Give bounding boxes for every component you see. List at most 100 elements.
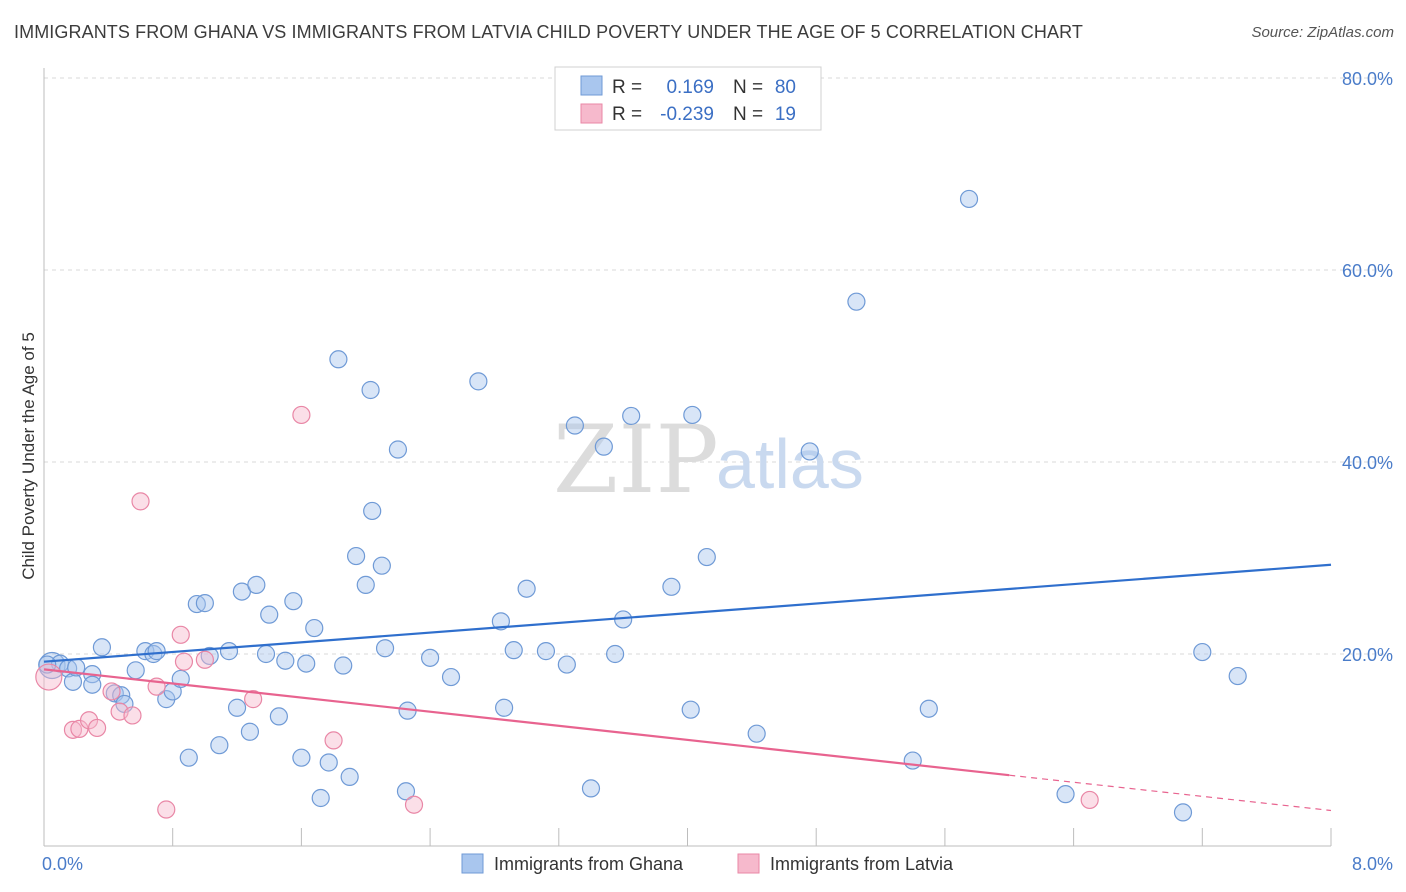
ghana-point (346, 546, 366, 566)
chart-title: IMMIGRANTS FROM GHANA VS IMMIGRANTS FROM… (14, 22, 1083, 42)
latvia-trend-line (43, 668, 1010, 777)
latvia-point (123, 706, 142, 725)
latvia-point (174, 652, 194, 671)
axes (43, 68, 1332, 847)
ghana-point (517, 579, 536, 598)
ghana-point (1173, 803, 1193, 822)
grid-lines (44, 77, 1393, 655)
ghana-point (421, 648, 440, 667)
correlation-legend: R = 0.169 N = 80 R = -0.239 N = 19 (554, 66, 822, 131)
ghana-point (356, 575, 375, 594)
ghana-point (219, 642, 239, 661)
watermark: ZIP atlas (553, 406, 864, 515)
latvia-point (292, 405, 311, 425)
legend-n-label-latvia: N = (733, 104, 763, 125)
legend-n-value-ghana: 80 (775, 77, 796, 98)
tick-labels: 20.0% 40.0% 60.0% 80.0% 0.0% 8.0% (42, 69, 1393, 874)
ghana-point (1193, 642, 1212, 662)
ghana-point (292, 748, 311, 767)
ghana-point (210, 736, 229, 755)
ghana-point (606, 644, 625, 664)
ghana-point (311, 788, 330, 808)
legend-r-label-latvia: R = (612, 104, 642, 125)
ghana-point (240, 722, 260, 741)
series-ghana-points (38, 189, 1247, 822)
ghana-point (372, 556, 391, 575)
latvia-trend-line-extrapolated (1009, 774, 1332, 812)
legend-n-label-ghana: N = (733, 77, 763, 98)
ghana-point (504, 641, 523, 660)
bottom-legend-swatch-latvia (737, 853, 760, 874)
y-axis-label: Child Poverty Under the Age of 5 (19, 332, 38, 580)
ghana-point (903, 751, 922, 770)
ghana-point (319, 753, 338, 772)
ghana-point (1228, 666, 1247, 686)
ghana-point (284, 592, 303, 611)
ghana-point (495, 698, 514, 717)
ghana-point (305, 618, 324, 638)
ghana-point (195, 594, 214, 613)
y-tick-label: 40.0% (1342, 453, 1393, 473)
ghana-point (260, 605, 279, 624)
ghana-point (269, 707, 288, 726)
chart-source: Source: ZipAtlas.com (1251, 24, 1394, 41)
series-legend: Immigrants from Ghana Immigrants from La… (461, 853, 954, 874)
ghana-point (396, 782, 416, 801)
latvia-point (63, 720, 83, 739)
ghana-point (388, 440, 408, 459)
ghana-point (334, 656, 353, 675)
latvia-point (131, 492, 150, 511)
legend-r-value-ghana: 0.169 (666, 77, 714, 98)
ghana-point (697, 547, 716, 567)
latvia-point (102, 682, 121, 701)
latvia-point (87, 718, 107, 738)
legend-r-value-latvia: -0.239 (660, 104, 714, 125)
ghana-point (681, 700, 700, 719)
ghana-point (800, 442, 819, 461)
latvia-point (244, 690, 263, 709)
ghana-point (959, 189, 979, 209)
ghana-point (747, 724, 766, 743)
watermark-atlas: atlas (716, 425, 864, 503)
ghana-point (92, 638, 112, 657)
watermark-zip: ZIP (553, 406, 719, 515)
ghana-point (147, 642, 166, 661)
ghana-point (847, 292, 866, 311)
ghana-point (919, 699, 938, 718)
ghana-point (594, 437, 613, 456)
ghana-point (469, 372, 488, 391)
ghana-trend-line (43, 563, 1332, 663)
ghana-point (491, 612, 510, 631)
latvia-point (157, 800, 176, 819)
ghana-point (297, 654, 316, 673)
ghana-point (276, 651, 295, 670)
bottom-legend-label-ghana: Immigrants from Ghana (494, 854, 684, 874)
ghana-point (622, 406, 641, 426)
ghana-point (329, 350, 348, 369)
latvia-point (404, 795, 424, 814)
ghana-point (683, 405, 702, 425)
ghana-point (227, 698, 247, 717)
ghana-point (340, 767, 359, 786)
x-tick-label: 8.0% (1352, 854, 1393, 874)
latvia-point (171, 625, 190, 644)
bottom-legend-swatch-ghana (461, 853, 484, 874)
ghana-point (361, 380, 380, 400)
legend-n-value-latvia: 19 (775, 104, 796, 125)
series-latvia-points (35, 405, 1099, 819)
ghana-point (662, 577, 681, 596)
latvia-point (324, 731, 343, 750)
ghana-point (256, 644, 276, 664)
ghana-point (247, 575, 266, 594)
ghana-point (375, 639, 395, 658)
y-tick-label: 60.0% (1342, 261, 1393, 281)
trend-lines (43, 563, 1332, 812)
bottom-legend-label-latvia: Immigrants from Latvia (770, 854, 954, 874)
legend-swatch-latvia (580, 103, 603, 124)
ghana-point (1056, 785, 1075, 804)
ghana-point (179, 748, 198, 767)
legend-swatch-ghana (580, 75, 603, 96)
ghana-point (581, 779, 601, 798)
ghana-point (565, 416, 584, 435)
